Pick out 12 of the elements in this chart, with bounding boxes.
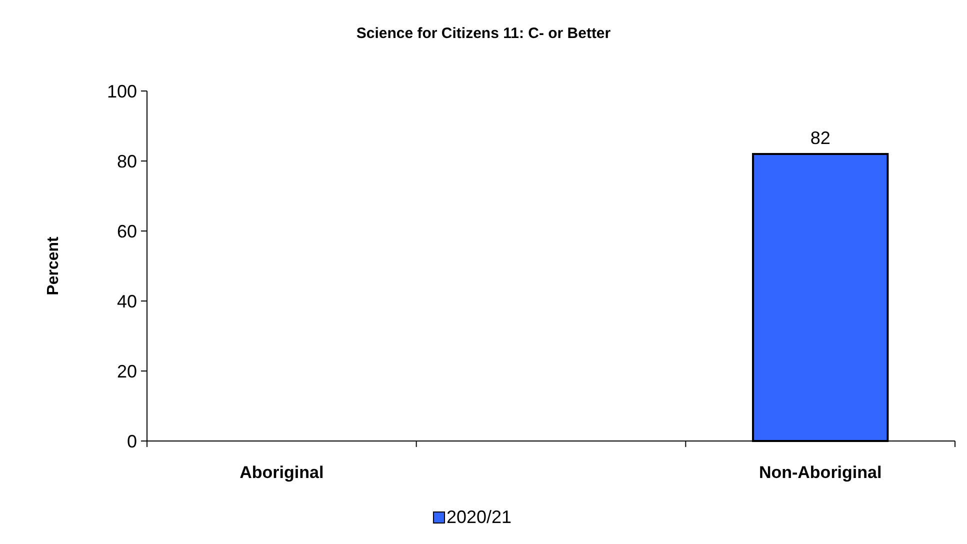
- y-tick-label: 40: [116, 291, 137, 312]
- y-tick-label: 100: [106, 81, 137, 102]
- x-tick-label: Aboriginal: [240, 463, 324, 482]
- chart-title: Science for Citizens 11: C- or Better: [356, 25, 611, 42]
- y-tick-label: 0: [126, 431, 137, 452]
- y-tick-label: 80: [116, 151, 137, 172]
- y-tick-label: 60: [116, 221, 137, 242]
- y-axis-title: Percent: [45, 236, 62, 296]
- y-tick-label: 20: [116, 361, 137, 382]
- x-tick-label: Non-Aboriginal: [758, 463, 882, 482]
- data-label: 82: [810, 128, 830, 148]
- legend-label: 2020/21: [446, 507, 512, 527]
